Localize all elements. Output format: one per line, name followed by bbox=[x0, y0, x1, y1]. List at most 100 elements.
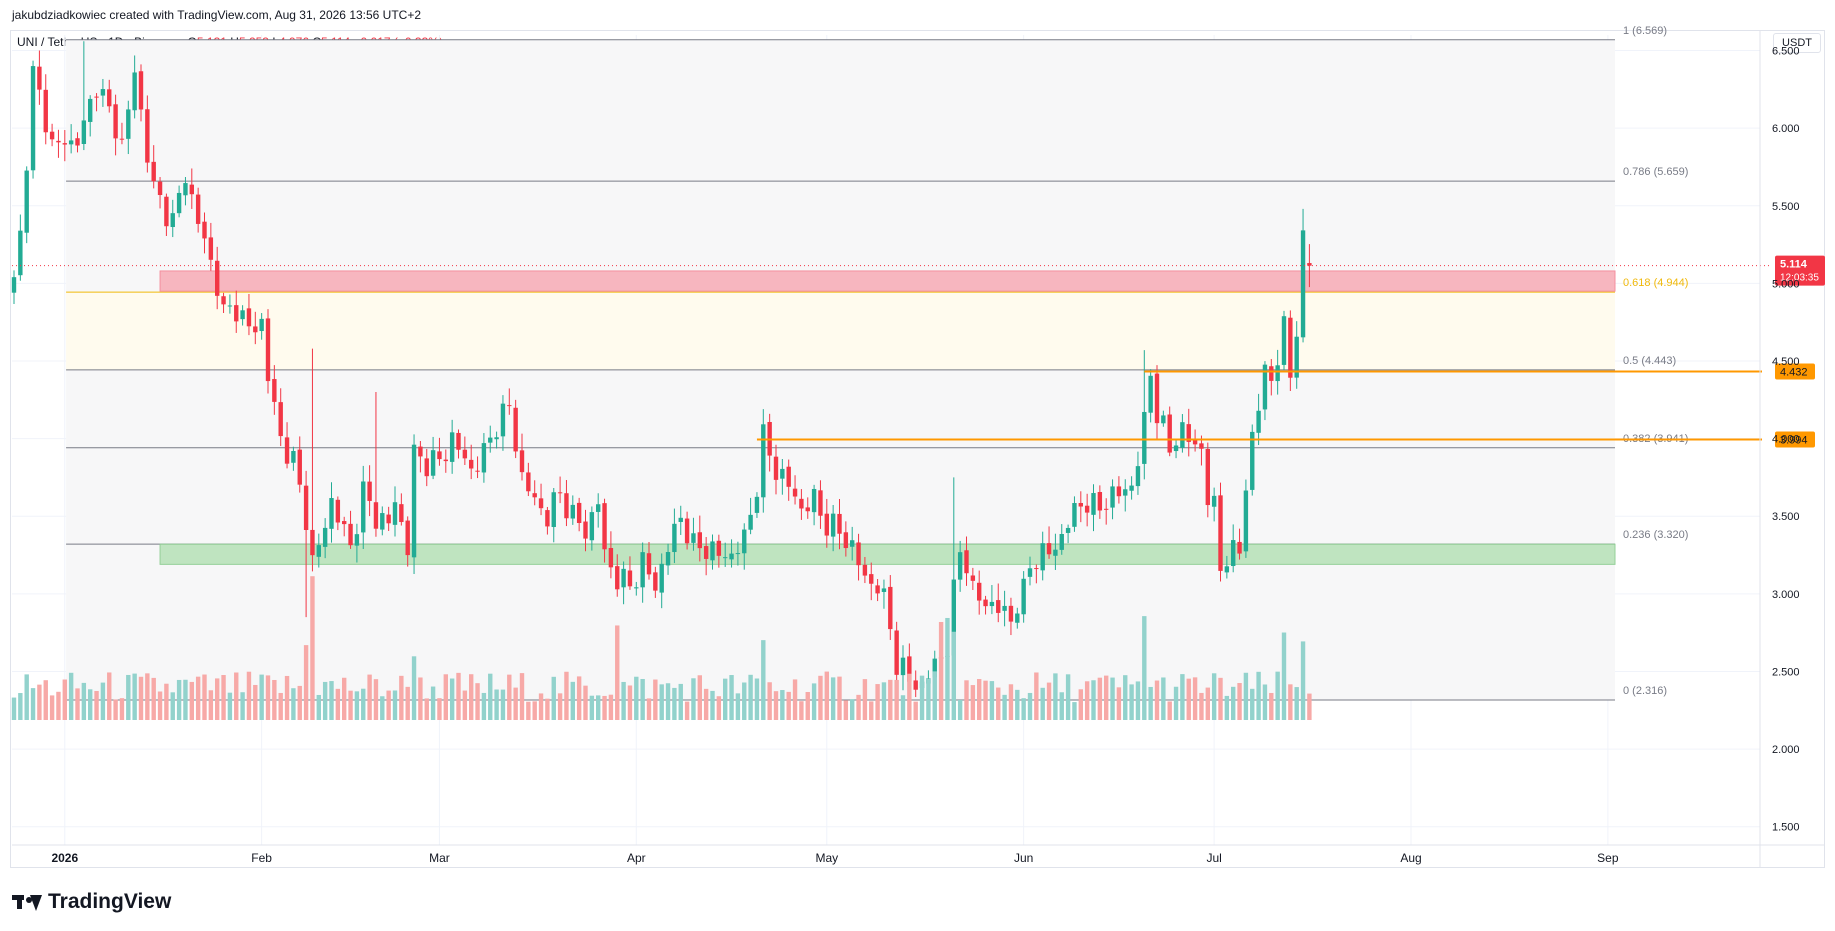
candle-body[interactable] bbox=[113, 104, 118, 139]
candle-body[interactable] bbox=[551, 492, 556, 528]
candle-body[interactable] bbox=[1167, 414, 1172, 453]
candle-body[interactable] bbox=[602, 503, 607, 550]
candle-body[interactable] bbox=[1294, 336, 1299, 378]
candle-body[interactable] bbox=[265, 318, 271, 382]
candle-body[interactable] bbox=[1097, 491, 1103, 511]
candle-body[interactable] bbox=[634, 587, 639, 589]
candle-body[interactable] bbox=[316, 545, 321, 557]
candle-body[interactable] bbox=[437, 451, 442, 460]
candle-body[interactable] bbox=[126, 109, 131, 139]
candle-body[interactable] bbox=[367, 481, 372, 501]
candle-body[interactable] bbox=[94, 96, 99, 98]
candle-body[interactable] bbox=[1142, 411, 1147, 464]
candle-body[interactable] bbox=[1192, 440, 1198, 445]
candle-body[interactable] bbox=[576, 502, 582, 523]
candle-body[interactable] bbox=[1135, 466, 1141, 487]
candle-body[interactable] bbox=[1008, 605, 1014, 622]
candle-body[interactable] bbox=[11, 277, 17, 293]
candle-body[interactable] bbox=[1084, 505, 1090, 513]
candle-body[interactable] bbox=[170, 213, 175, 228]
candle-body[interactable] bbox=[1288, 317, 1293, 378]
candle-body[interactable] bbox=[392, 502, 398, 525]
candle-body[interactable] bbox=[989, 601, 995, 607]
candle-body[interactable] bbox=[176, 192, 182, 214]
candle-body[interactable] bbox=[608, 547, 614, 568]
candle-body[interactable] bbox=[837, 513, 842, 534]
candle-body[interactable] bbox=[1237, 541, 1242, 554]
candle-body[interactable] bbox=[373, 502, 379, 529]
candle-body[interactable] bbox=[240, 310, 245, 320]
candle-body[interactable] bbox=[703, 546, 709, 559]
resistance-zone[interactable] bbox=[159, 270, 1616, 292]
candle-body[interactable] bbox=[418, 446, 423, 457]
candle-body[interactable] bbox=[513, 407, 518, 452]
candle-body[interactable] bbox=[900, 657, 906, 676]
candle-body[interactable] bbox=[1040, 543, 1045, 571]
candle-body[interactable] bbox=[723, 557, 728, 559]
candle-body[interactable] bbox=[1104, 508, 1109, 510]
candle-body[interactable] bbox=[1065, 527, 1071, 533]
candle-body[interactable] bbox=[1027, 568, 1033, 577]
candle-body[interactable] bbox=[811, 488, 817, 513]
candle-body[interactable] bbox=[678, 517, 683, 522]
candle-body[interactable] bbox=[589, 512, 595, 541]
candle-body[interactable] bbox=[875, 585, 880, 594]
candle-body[interactable] bbox=[818, 490, 823, 516]
candle-body[interactable] bbox=[449, 432, 455, 462]
candle-body[interactable] bbox=[754, 496, 760, 513]
candle-body[interactable] bbox=[1199, 443, 1204, 449]
candle-body[interactable] bbox=[519, 450, 525, 473]
candle-body[interactable] bbox=[430, 450, 436, 476]
candle-body[interactable] bbox=[405, 520, 410, 556]
candle-body[interactable] bbox=[361, 481, 366, 533]
candle-body[interactable] bbox=[500, 403, 506, 437]
candle-body[interactable] bbox=[1123, 489, 1128, 496]
candle-body[interactable] bbox=[202, 221, 207, 239]
candle-body[interactable] bbox=[62, 143, 67, 145]
candle-body[interactable] bbox=[659, 563, 664, 593]
candle-body[interactable] bbox=[1046, 543, 1052, 555]
candle-body[interactable] bbox=[424, 458, 429, 477]
candle-body[interactable] bbox=[221, 296, 226, 305]
candle-body[interactable] bbox=[894, 630, 899, 675]
candle-body[interactable] bbox=[557, 492, 563, 494]
candle-body[interactable] bbox=[272, 379, 277, 402]
candle-body[interactable] bbox=[488, 437, 493, 443]
candle-body[interactable] bbox=[672, 523, 677, 553]
candle-body[interactable] bbox=[1186, 424, 1191, 442]
candle-body[interactable] bbox=[869, 574, 874, 584]
candle-body[interactable] bbox=[596, 504, 601, 512]
candle-body[interactable] bbox=[507, 405, 512, 407]
candle-body[interactable] bbox=[735, 553, 741, 555]
candle-body[interactable] bbox=[1180, 422, 1185, 448]
candle-body[interactable] bbox=[100, 89, 106, 96]
candle-body[interactable] bbox=[151, 161, 156, 182]
candle-body[interactable] bbox=[646, 553, 652, 575]
candle-body[interactable] bbox=[329, 498, 334, 529]
candle-body[interactable] bbox=[526, 472, 531, 492]
candle-body[interactable] bbox=[792, 488, 798, 497]
candle-body[interactable] bbox=[684, 518, 690, 544]
candle-body[interactable] bbox=[494, 437, 499, 440]
candle-body[interactable] bbox=[951, 579, 956, 656]
candle-body[interactable] bbox=[411, 444, 417, 558]
candle-body[interactable] bbox=[1262, 364, 1268, 410]
candle-body[interactable] bbox=[278, 402, 283, 437]
candle-body[interactable] bbox=[164, 196, 169, 227]
candle-body[interactable] bbox=[957, 552, 963, 580]
candle-body[interactable] bbox=[354, 534, 360, 546]
candle-body[interactable] bbox=[195, 194, 201, 224]
candle-body[interactable] bbox=[322, 527, 328, 547]
candle-body[interactable] bbox=[469, 459, 474, 469]
candle-body[interactable] bbox=[43, 89, 48, 133]
candle-body[interactable] bbox=[1205, 448, 1210, 506]
candle-body[interactable] bbox=[1091, 493, 1096, 515]
candle-body[interactable] bbox=[157, 181, 163, 196]
candle-body[interactable] bbox=[456, 432, 461, 450]
candle-body[interactable] bbox=[145, 109, 150, 163]
candle-body[interactable] bbox=[1218, 495, 1223, 571]
candle-body[interactable] bbox=[742, 529, 747, 554]
tradingview-logo[interactable]: TradingView bbox=[12, 890, 171, 914]
candle-body[interactable] bbox=[805, 507, 810, 512]
candle-body[interactable] bbox=[716, 540, 722, 556]
